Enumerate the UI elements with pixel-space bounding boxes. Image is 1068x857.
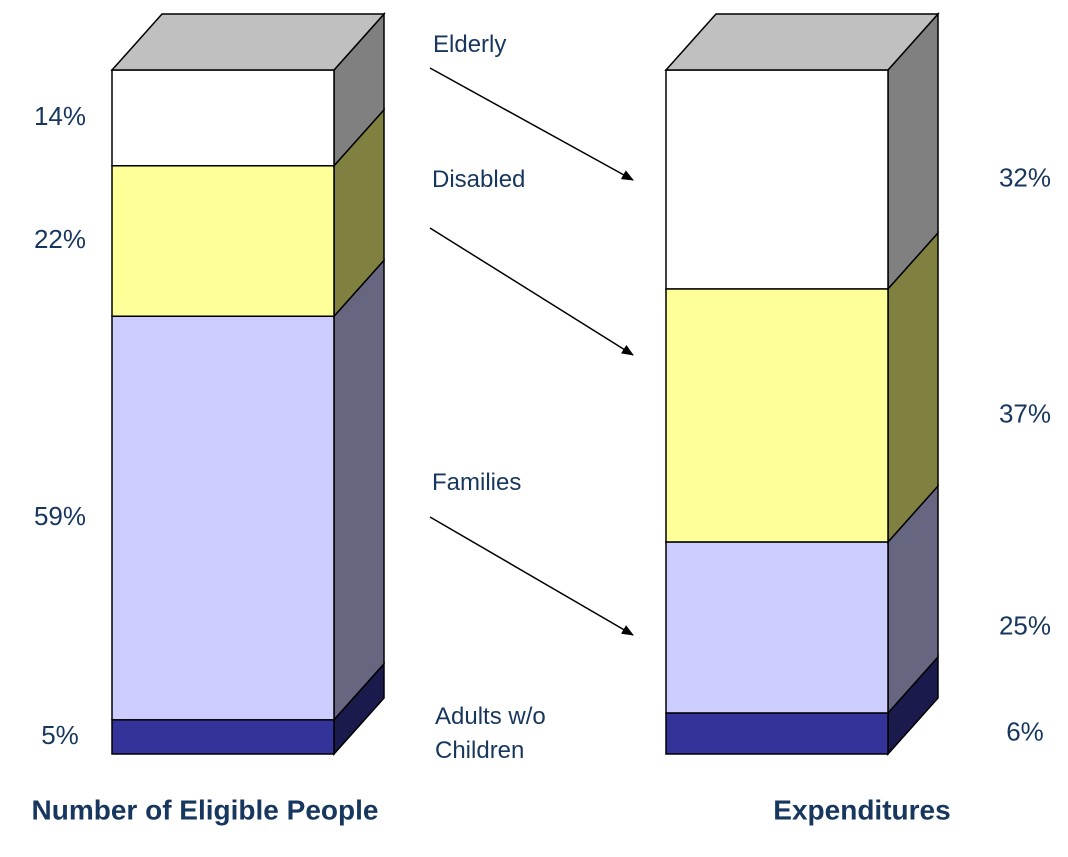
series-label: Families	[432, 469, 522, 496]
value-label: 32%	[999, 162, 1051, 192]
series-label: Elderly	[433, 31, 507, 58]
value-label: 14%	[34, 101, 86, 131]
value-label: 37%	[999, 398, 1051, 428]
bar-segment	[665, 541, 889, 714]
bar-segment	[665, 69, 889, 290]
value-label: 6%	[1006, 716, 1044, 746]
bar-segment	[111, 165, 335, 317]
arrow	[429, 67, 634, 181]
bar-segment	[665, 712, 889, 755]
bar-segment	[111, 719, 335, 755]
category-label: Expenditures	[773, 794, 950, 825]
arrow	[429, 227, 634, 356]
bar-top	[110, 13, 386, 71]
series-label: Adults w/o Children	[435, 703, 546, 764]
category-label: Number of Eligible People	[32, 794, 379, 825]
bar-segment	[111, 69, 335, 167]
bar-top	[664, 13, 940, 71]
bar-segment	[665, 288, 889, 543]
arrows	[429, 67, 634, 636]
arrow	[429, 516, 634, 636]
bar-segment	[111, 315, 335, 721]
value-label: 5%	[41, 720, 79, 750]
series-label: Disabled	[432, 166, 526, 193]
value-label: 25%	[999, 610, 1051, 640]
value-label: 22%	[34, 224, 86, 254]
value-label: 59%	[34, 501, 86, 531]
bar-side	[333, 258, 385, 722]
